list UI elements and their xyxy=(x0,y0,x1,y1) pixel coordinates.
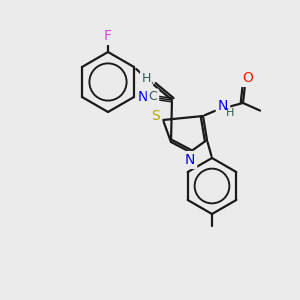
Text: F: F xyxy=(104,29,112,43)
Text: O: O xyxy=(243,71,254,85)
Text: N: N xyxy=(218,99,228,113)
Text: H: H xyxy=(141,71,151,85)
Text: N: N xyxy=(138,90,148,104)
Text: H: H xyxy=(226,108,234,118)
Text: N: N xyxy=(185,153,195,167)
Text: C: C xyxy=(148,91,158,103)
Text: S: S xyxy=(152,109,160,123)
